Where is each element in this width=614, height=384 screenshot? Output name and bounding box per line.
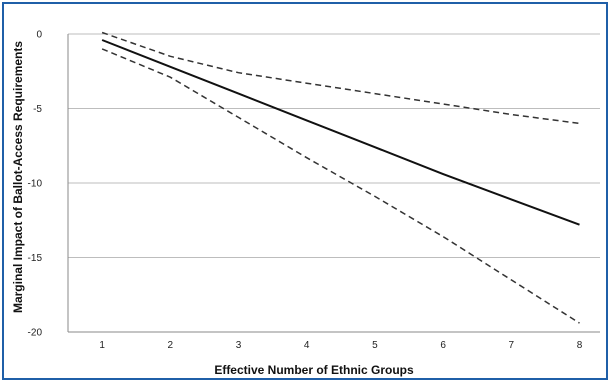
chart: 0 -5 -10 -15 -20 1 2 3 4 5 6 7 8 Effective Number o… xyxy=(11,30,600,377)
y-tick-labels: 0 -5 -10 -15 -20 xyxy=(28,30,43,339)
x-tick-label: 6 xyxy=(440,340,446,351)
x-tick-label: 3 xyxy=(236,340,242,351)
x-axis-label: Effective Number of Ethnic Groups xyxy=(214,363,414,377)
x-tick-label: 7 xyxy=(509,340,515,351)
grid-lines xyxy=(68,33,600,258)
y-tick-label: -5 xyxy=(33,104,42,115)
y-axis-label: Marginal Impact of Ballot-Access Require… xyxy=(11,41,25,313)
x-tick-label: 4 xyxy=(304,340,310,351)
series-lines xyxy=(101,31,580,324)
lower-bound-line xyxy=(101,48,580,324)
axes xyxy=(67,34,600,333)
x-tick-label: 2 xyxy=(168,340,174,351)
x-tick-label: 5 xyxy=(372,340,378,351)
y-tick-label: -20 xyxy=(28,328,43,339)
x-tick-label: 8 xyxy=(577,340,583,351)
y-tick-label: 0 xyxy=(36,30,42,41)
estimate-line xyxy=(101,39,580,226)
upper-bound-line xyxy=(101,31,580,125)
y-tick-label: -10 xyxy=(28,179,43,190)
x-tick-label: 1 xyxy=(99,340,105,351)
y-tick-label: -15 xyxy=(28,253,43,264)
chart-frame: 0 -5 -10 -15 -20 1 2 3 4 5 6 7 8 Effective Number o… xyxy=(2,2,608,380)
x-tick-labels: 1 2 3 4 5 6 7 8 xyxy=(99,340,582,351)
